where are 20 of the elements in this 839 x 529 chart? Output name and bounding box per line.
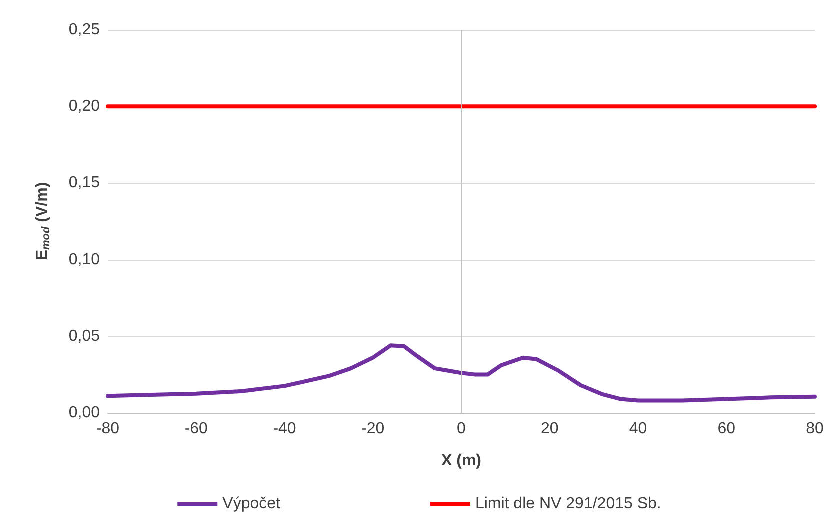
x-tick-label: -80 — [96, 420, 120, 438]
x-axis-title: X (m) — [442, 452, 482, 470]
y-tick-label: 0,05 — [68, 328, 100, 345]
y-tick-label: 0,25 — [68, 22, 100, 38]
y-tick-label: 0,10 — [68, 251, 100, 268]
x-tick-label: 20 — [540, 420, 559, 438]
x-tick-label: 40 — [629, 420, 648, 438]
legend-label: Výpočet — [222, 496, 282, 512]
y-axis-title: Emod (V/m) — [34, 182, 52, 261]
legend-label: Limit dle NV 291/2015 Sb. — [475, 496, 662, 512]
x-tick-label: 60 — [718, 420, 736, 438]
y-tick-label: 0,00 — [68, 404, 100, 422]
y-tick-label: 0,20 — [68, 98, 100, 116]
y-tick-label: 0,15 — [68, 174, 100, 192]
x-tick-label: -60 — [184, 420, 208, 438]
x-tick-label: 80 — [806, 420, 824, 438]
x-tick-label: 0 — [457, 420, 466, 438]
line-series — [106, 344, 817, 403]
x-tick-label: -20 — [362, 420, 385, 438]
x-tick-label: -40 — [273, 420, 296, 438]
